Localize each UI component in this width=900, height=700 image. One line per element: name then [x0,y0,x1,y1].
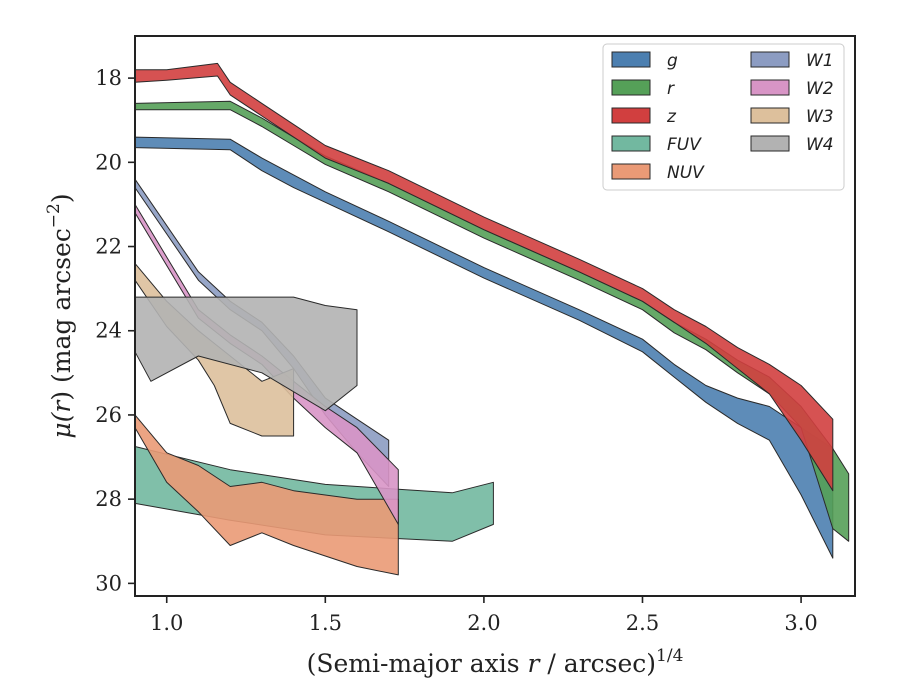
x-tick-label: 2.0 [467,611,500,635]
legend-label-FUV: FUV [667,135,702,155]
y-axis-ticks: 18 20 22 24 26 28 30 [95,66,135,595]
legend-label-NUV: NUV [667,163,705,183]
legend-swatch-W2 [750,79,790,96]
x-tick-label: 1.5 [309,611,342,635]
y-tick-label: 20 [95,150,122,174]
legend-label-W1: W1 [806,51,834,71]
legend-label-z: z [666,107,677,127]
legend-label-W2: W2 [806,79,834,99]
area-z [134,62,834,492]
legend-label-g: g [667,51,678,71]
x-tick-label: 2.5 [626,611,659,635]
x-tick-label: 1.0 [150,611,183,635]
legend-swatch-g [611,51,651,68]
legend-swatch-NUV [611,163,651,180]
x-axis-ticks: 1.0 1.5 2.0 2.5 3.0 [150,596,818,635]
y-tick-label: 28 [95,487,122,511]
legend-swatch-FUV [611,135,651,152]
legend-swatch-r [611,79,651,96]
x-axis-label: (Semi-major axis r / arcsec)1/4 [307,646,684,678]
legend-swatch-W4 [750,135,790,152]
legend-swatch-W1 [750,51,790,68]
area-NUV [134,414,399,576]
plot-frame [134,35,856,597]
y-tick-label: 22 [95,235,122,259]
legend-swatch-z [611,107,651,124]
y-axis-label: μ(r) (mag arcsec−2) [44,193,76,438]
x-tick-label: 3.0 [784,611,817,635]
area-W4 [134,296,358,412]
y-tick-label: 26 [95,403,122,427]
y-tick-label: 18 [95,66,122,90]
area-g [134,136,834,559]
legend-swatch-W3 [750,107,790,124]
legend: grz FUV NUV W1 W2 W3 W4 [602,43,845,191]
y-tick-label: 24 [95,319,122,343]
y-tick-label: 30 [95,571,122,595]
legend-label-r: r [667,79,675,99]
plot-areas [134,62,850,576]
legend-label-W3: W3 [806,107,834,127]
legend-label-W4: W4 [806,135,834,155]
